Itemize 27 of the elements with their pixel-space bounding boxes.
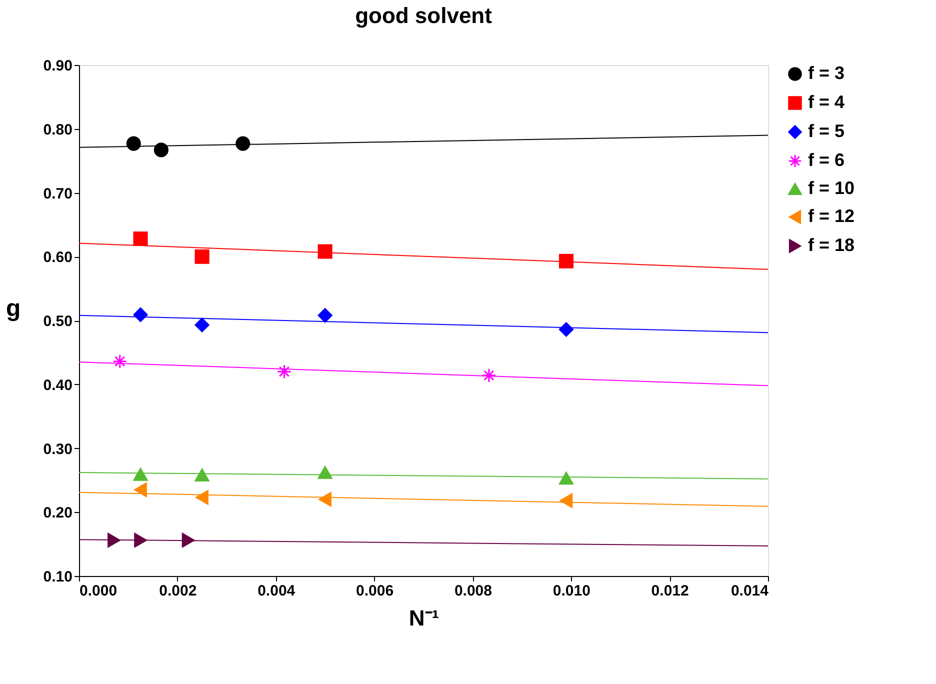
x-tick-label: 0.010 [552,582,590,600]
legend-label: f = 3 [808,63,845,83]
y-tick-label: 0.10 [43,568,72,586]
y-tick-label: 0.40 [43,376,72,394]
legend-label: f = 18 [808,235,855,255]
y-tick-label: 0.50 [43,313,72,330]
y-axis-title: g [6,295,21,322]
x-tick-label: 0.014 [730,582,770,600]
x-tick-label: 0.012 [651,582,689,600]
legend-label: f = 6 [808,150,845,170]
x-tick-label: 0.006 [356,582,394,600]
y-tick-label: 0.70 [43,185,72,202]
legend-label: f = 5 [808,121,845,141]
y-tick-label: 0.20 [43,504,72,522]
x-tick-label: 0.004 [258,582,296,600]
x-tick-label: 0.008 [454,582,492,600]
legend-label: f = 4 [808,92,845,112]
x-tick-label: 0.000 [80,582,118,600]
legend-label: f = 12 [808,206,855,226]
y-tick-label: 0.30 [43,440,72,458]
chart-title: good solvent [355,3,493,28]
y-tick-label: 0.90 [43,58,72,74]
y-tick-label: 0.60 [43,249,72,266]
legend-label: f = 10 [808,178,855,198]
x-tick-label: 0.002 [159,582,197,600]
y-tick-label: 0.80 [43,121,72,138]
x-axis-title: N⁻¹ [408,606,440,630]
